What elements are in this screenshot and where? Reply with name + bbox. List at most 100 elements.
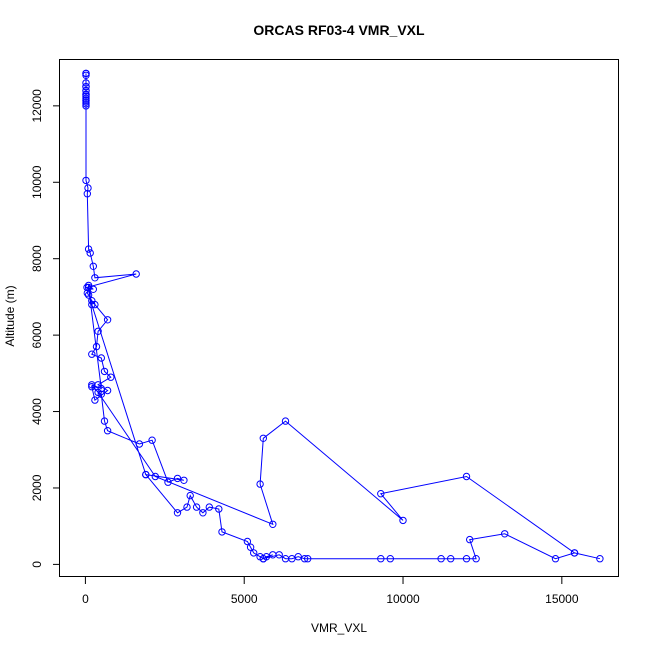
data-point (82, 90, 90, 99)
data-point (92, 342, 101, 351)
data-point (462, 555, 471, 563)
data-point (91, 274, 99, 282)
data-point (142, 470, 150, 479)
data-point (386, 555, 394, 563)
data-point (246, 543, 255, 551)
x-tick-label: 15000 (545, 592, 579, 606)
data-point (82, 69, 90, 78)
data-point (84, 245, 93, 253)
data-point (294, 553, 302, 561)
data-point (281, 417, 290, 425)
data-point (300, 555, 309, 563)
data-point (94, 327, 102, 335)
data-point (84, 283, 93, 292)
data-point (250, 549, 258, 557)
data-point (82, 98, 90, 106)
data-point (186, 491, 194, 500)
y-tick-label: 10000 (30, 165, 44, 199)
y-axis-label: Altitude (m) (3, 285, 17, 346)
y-tick-label: 4000 (30, 398, 44, 425)
data-point (86, 249, 94, 257)
data-point (173, 509, 182, 517)
data-point (218, 528, 226, 536)
data-point (173, 474, 182, 483)
y-axis: 0 2000 4000 6000 8000 10000 12000 (30, 89, 60, 568)
data-point (304, 555, 312, 563)
data-point (551, 555, 560, 563)
series-line (85, 73, 601, 560)
data-point (148, 436, 156, 444)
data-point (192, 503, 201, 511)
data-point (100, 417, 109, 425)
data-point (83, 190, 92, 198)
data-point (377, 555, 385, 563)
data-point (103, 427, 112, 435)
data-point (84, 291, 93, 299)
data-point (82, 86, 90, 95)
data-point (180, 476, 188, 484)
data-point (183, 503, 191, 511)
y-tick-label: 8000 (30, 245, 44, 272)
data-point (82, 92, 90, 101)
plot-frame (59, 59, 619, 577)
data-point (82, 83, 90, 91)
data-point (82, 102, 90, 110)
data-point (243, 537, 252, 546)
plot-area (82, 69, 604, 563)
data-point (259, 434, 267, 442)
data-point (89, 262, 98, 270)
data-point (84, 184, 92, 192)
data-point (97, 384, 106, 393)
data-point (82, 96, 90, 104)
data-point (256, 480, 264, 488)
data-point (164, 478, 172, 486)
data-point (82, 100, 90, 108)
data-point (466, 535, 474, 544)
data-point (437, 555, 445, 563)
data-point (82, 71, 90, 80)
data-point (84, 281, 93, 290)
y-tick-label: 6000 (30, 321, 44, 348)
data-point (88, 300, 96, 309)
x-tick-label: 5000 (231, 592, 258, 606)
data-point (107, 373, 115, 381)
data-point (501, 530, 509, 538)
data-point (91, 300, 99, 309)
data-point (205, 503, 214, 511)
data-point (199, 509, 207, 517)
data-point (100, 367, 109, 376)
data-point (132, 270, 140, 278)
data-point (151, 472, 160, 481)
y-tick-label: 12000 (30, 89, 44, 123)
data-point (82, 176, 90, 185)
data-point (447, 555, 455, 563)
data-point (596, 555, 604, 563)
data-point (91, 396, 99, 404)
data-point (97, 354, 106, 362)
x-axis: 0 5000 10000 15000 (82, 577, 579, 606)
data-point (472, 555, 480, 563)
data-point (88, 383, 96, 391)
data-point (88, 381, 96, 389)
y-tick-label: 2000 (30, 474, 44, 501)
x-axis-label: VMR_VXL (311, 621, 367, 635)
x-tick-label: 10000 (386, 592, 420, 606)
x-tick-label: 0 (82, 592, 89, 606)
y-tick-label: 0 (30, 561, 44, 568)
data-point (89, 285, 98, 293)
chart-title: ORCAS RF03-4 VMR_VXL (253, 22, 425, 38)
data-point (570, 549, 579, 557)
data-point (82, 79, 90, 87)
data-point (259, 555, 267, 563)
data-point (462, 472, 471, 481)
data-point (399, 516, 407, 525)
data-point (135, 440, 144, 448)
data-point (103, 316, 112, 324)
data-point (269, 520, 277, 528)
data-point (88, 350, 96, 358)
data-point (377, 490, 385, 498)
data-point (215, 505, 223, 513)
data-point (82, 94, 90, 102)
data-point (275, 551, 283, 559)
